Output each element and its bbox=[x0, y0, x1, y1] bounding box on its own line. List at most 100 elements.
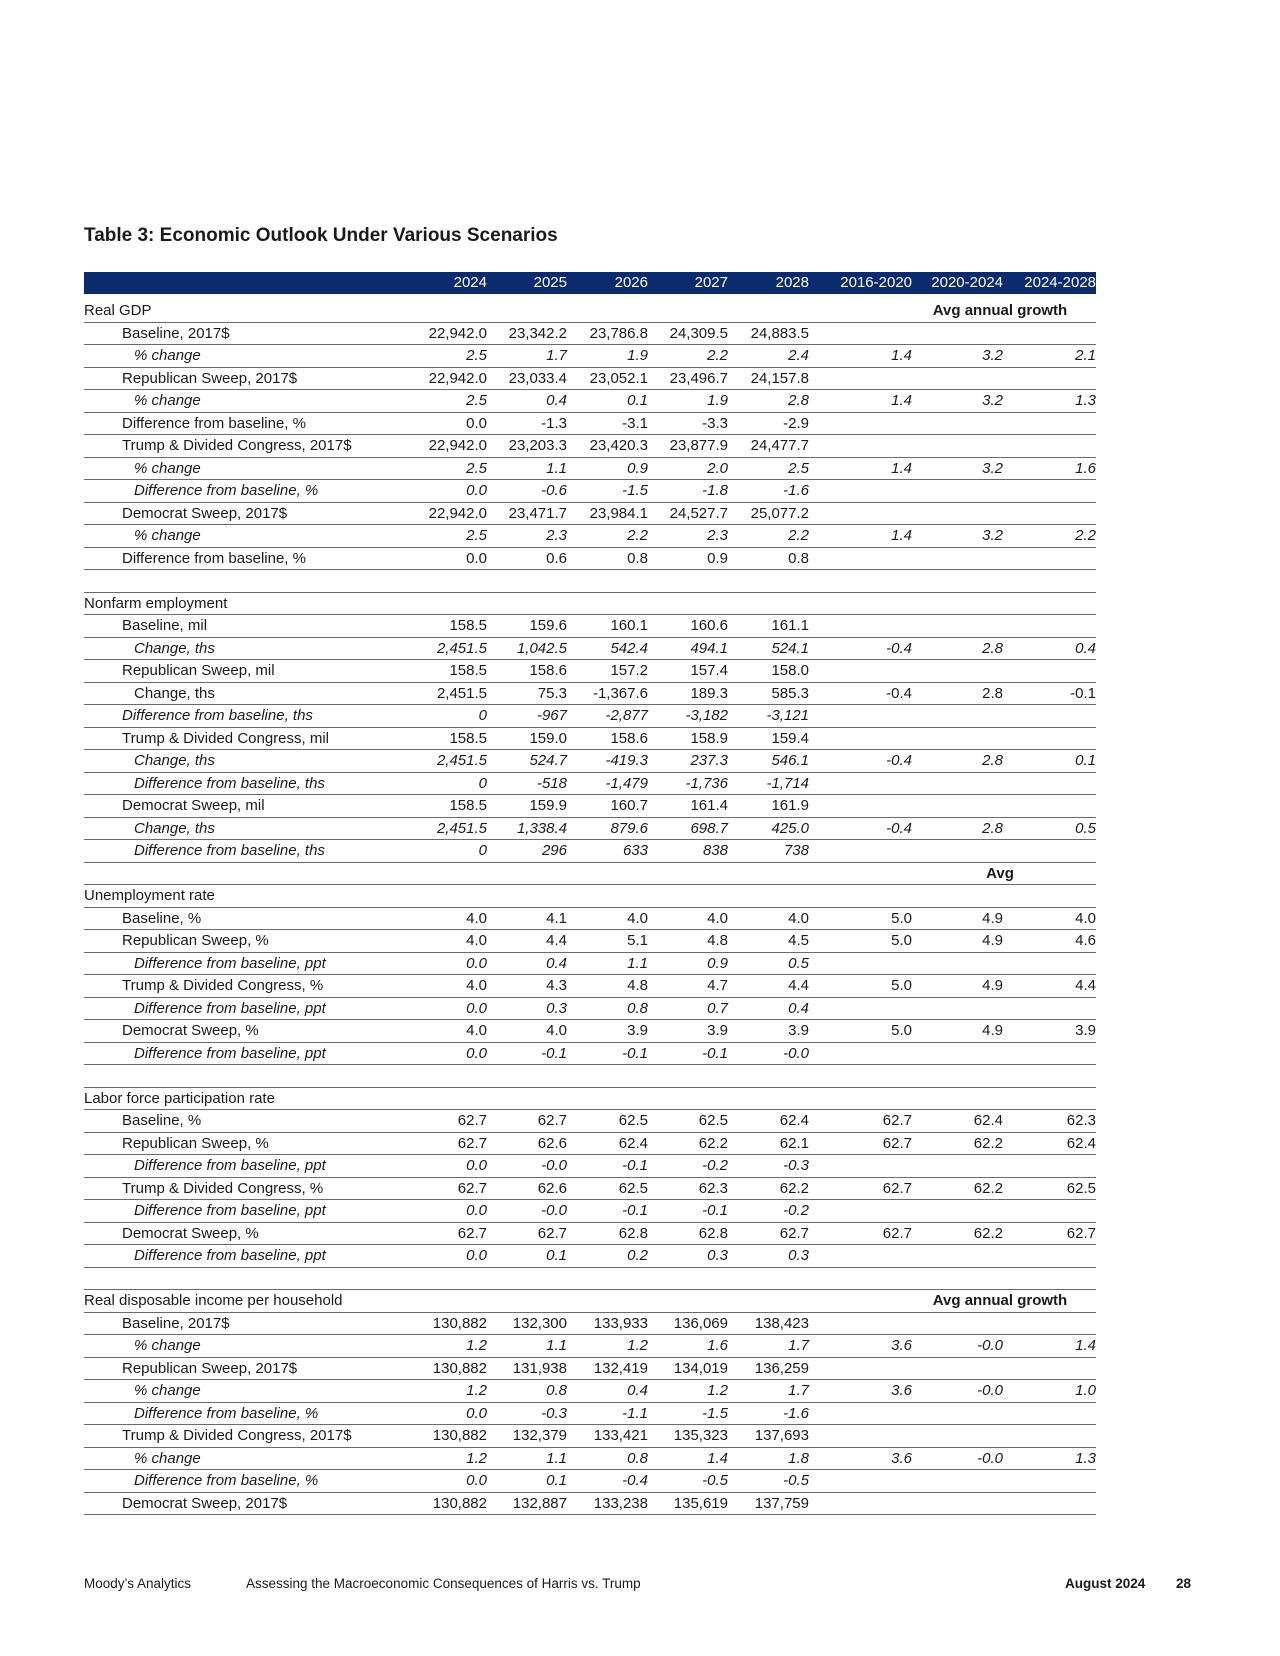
cell: 4.0 bbox=[466, 932, 487, 949]
row-label: Change, ths bbox=[134, 752, 215, 769]
row-label: % change bbox=[134, 459, 201, 477]
row-rule bbox=[84, 1064, 1096, 1065]
row-rule bbox=[84, 704, 1096, 705]
cell: 62.7 bbox=[457, 1134, 487, 1152]
row-rule bbox=[84, 1041, 1096, 1043]
column-header: 2016-2020 bbox=[840, 274, 912, 291]
row-rule bbox=[84, 456, 1096, 458]
cell: 161.9 bbox=[771, 797, 809, 814]
row-label: Difference from baseline, % bbox=[134, 1404, 319, 1422]
cell: 62.2 bbox=[698, 1134, 728, 1152]
cell: 62.5 bbox=[618, 1179, 648, 1197]
row-rule bbox=[84, 344, 1096, 345]
cell: 1.1 bbox=[546, 459, 567, 477]
cell: -0.4 bbox=[886, 684, 912, 702]
row-rule bbox=[84, 1266, 1096, 1268]
cell: 4.8 bbox=[627, 977, 648, 994]
column-header: 2024-2028 bbox=[1024, 274, 1096, 291]
cell: 0 bbox=[478, 707, 487, 724]
cell: 0.9 bbox=[627, 459, 648, 477]
cell: 3.2 bbox=[982, 347, 1003, 364]
cell: 0.1 bbox=[546, 1472, 567, 1489]
cell: 133,238 bbox=[593, 1494, 648, 1512]
cell: 62.7 bbox=[457, 1112, 487, 1129]
cell: -0.4 bbox=[886, 819, 912, 837]
row-rule bbox=[84, 389, 1096, 390]
cell: 0.0 bbox=[466, 1247, 487, 1264]
cell: 2,451.5 bbox=[436, 752, 487, 769]
cell: 160.1 bbox=[610, 617, 648, 634]
cell: -2.9 bbox=[783, 414, 809, 432]
cell: 0.0 bbox=[466, 999, 487, 1017]
cell: 2.8 bbox=[982, 639, 1003, 657]
cell: 2,451.5 bbox=[436, 819, 487, 837]
cell: 62.4 bbox=[1066, 1134, 1096, 1152]
cell: 1.4 bbox=[891, 459, 912, 477]
row-rule bbox=[84, 1199, 1096, 1200]
cell: 2.5 bbox=[466, 459, 487, 477]
row-rule bbox=[84, 681, 1096, 683]
cell: 1.7 bbox=[788, 1382, 809, 1399]
cell: 158.5 bbox=[449, 617, 487, 634]
row-rule bbox=[84, 479, 1096, 480]
cell: 0.4 bbox=[788, 999, 809, 1017]
cell: 237.3 bbox=[690, 752, 728, 769]
cell: 135,619 bbox=[673, 1494, 728, 1512]
cell: -0.0 bbox=[977, 1382, 1003, 1399]
row-rule bbox=[84, 951, 1096, 953]
cell: -1,479 bbox=[605, 774, 648, 792]
cell: -2,877 bbox=[605, 707, 648, 724]
cell: 1.3 bbox=[1075, 392, 1096, 409]
cell: 1.2 bbox=[466, 1449, 487, 1467]
row-rule bbox=[84, 411, 1096, 413]
section-label: Unemployment rate bbox=[84, 887, 215, 904]
cell: 2.5 bbox=[788, 459, 809, 477]
row-rule bbox=[84, 1446, 1096, 1448]
cell: 0.8 bbox=[788, 549, 809, 567]
cell: 62.7 bbox=[1066, 1224, 1096, 1242]
row-label: % change bbox=[134, 1337, 201, 1354]
cell: 130,882 bbox=[432, 1494, 487, 1512]
cell: 4.7 bbox=[707, 977, 728, 994]
cell: 22,942.0 bbox=[428, 324, 487, 342]
row-label: % change bbox=[134, 1382, 201, 1399]
cell: 0.0 bbox=[466, 954, 487, 972]
section-label: Nonfarm employment bbox=[84, 594, 228, 612]
cell: 2.8 bbox=[982, 819, 1003, 837]
cell: 296 bbox=[541, 842, 567, 859]
row-rule bbox=[84, 906, 1096, 908]
cell: 0.0 bbox=[466, 1404, 487, 1422]
cell: -3,182 bbox=[685, 707, 728, 724]
row-label: Difference from baseline, ppt bbox=[134, 954, 326, 972]
cell: 23,877.9 bbox=[669, 437, 728, 454]
cell: 2.8 bbox=[982, 752, 1003, 769]
cell: 1.9 bbox=[707, 392, 728, 409]
row-rule bbox=[84, 996, 1096, 998]
cell: 0.6 bbox=[546, 549, 567, 567]
cell: 494.1 bbox=[690, 639, 728, 657]
cell: 738 bbox=[783, 842, 809, 859]
row-label: Difference from baseline, % bbox=[122, 414, 306, 432]
section-label: Real GDP bbox=[84, 302, 152, 319]
cell: 2.4 bbox=[788, 347, 809, 364]
cell: 4.0 bbox=[466, 1022, 487, 1039]
row-label: Baseline, % bbox=[122, 909, 202, 927]
cell: 3.9 bbox=[1075, 1022, 1096, 1039]
cell: 137,759 bbox=[754, 1494, 809, 1512]
cell: 157.4 bbox=[690, 662, 728, 679]
cell: -1.3 bbox=[541, 414, 567, 432]
row-rule bbox=[84, 321, 1096, 323]
cell: 132,419 bbox=[593, 1359, 648, 1377]
cell: -1,367.6 bbox=[592, 684, 648, 702]
row-label: Democrat Sweep, 2017$ bbox=[122, 504, 288, 522]
cell: 158.5 bbox=[449, 729, 487, 747]
cell: -1.8 bbox=[702, 482, 728, 499]
row-rule bbox=[84, 1424, 1096, 1425]
cell: 5.0 bbox=[891, 977, 912, 994]
cell: 136,259 bbox=[754, 1359, 809, 1377]
cell: 3.9 bbox=[788, 1022, 809, 1039]
row-rule bbox=[84, 929, 1096, 930]
cell: 0.1 bbox=[1075, 752, 1096, 769]
cell: 1,042.5 bbox=[516, 639, 567, 657]
row-rule bbox=[84, 636, 1096, 638]
